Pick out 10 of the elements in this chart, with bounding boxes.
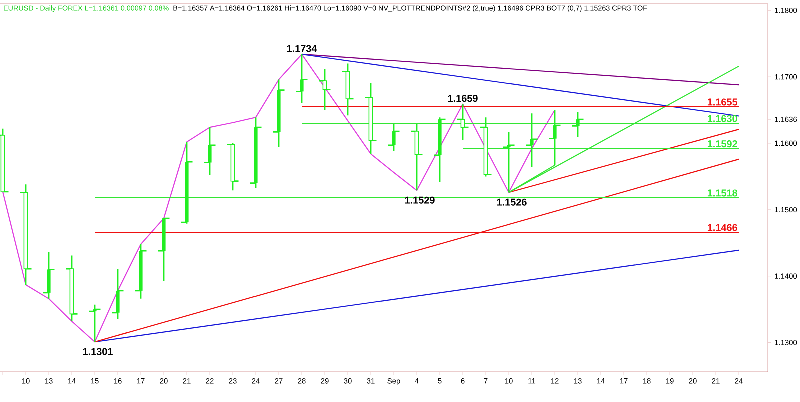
annotation: 1.1301: [83, 348, 113, 356]
series-label: 1.1592: [708, 140, 738, 148]
annotation: 1.1659: [448, 95, 478, 102]
series-label: 1.1630: [708, 115, 738, 122]
annotation: 1.1526: [497, 198, 527, 206]
series-label: 1.1466: [708, 224, 738, 232]
series-label: 1.1655: [708, 98, 738, 106]
series-label: 1.1518: [708, 190, 738, 197]
annotation: 1.1734: [287, 45, 318, 52]
annotation: 1.1529: [405, 196, 435, 204]
